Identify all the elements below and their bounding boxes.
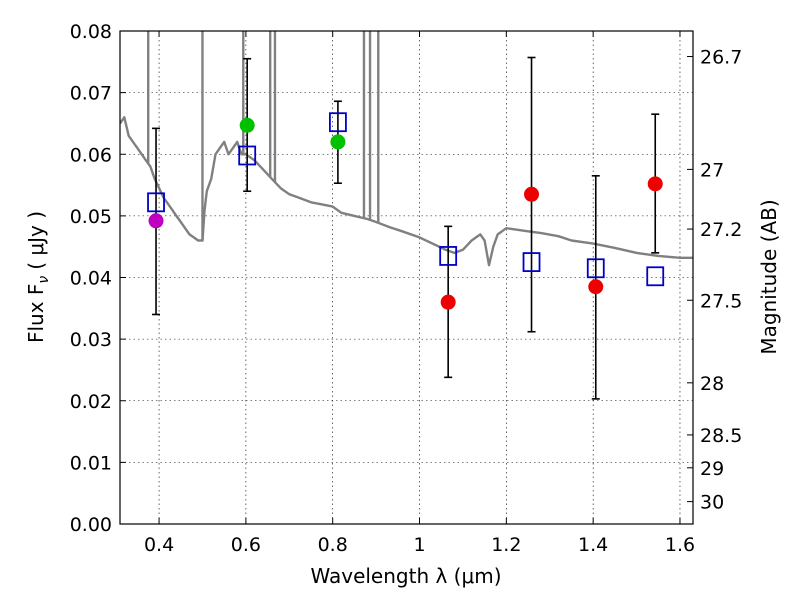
y-tick-label: 0.01	[70, 452, 112, 474]
y-axis-title-subscript: ν	[36, 276, 52, 284]
observed-point	[148, 213, 164, 229]
model-point	[439, 246, 458, 266]
y-tick-label: 0.07	[70, 83, 112, 105]
x-axis: 0.4 0.6 0.8 1 1.2 1.4 1.6	[144, 31, 695, 556]
y-axis-title: Flux Fν ( μJy )	[24, 211, 52, 343]
model-point	[238, 145, 257, 166]
y-tick-label: 0.02	[70, 391, 112, 413]
y-axis: 0.00 0.01 0.02 0.03 0.04 0.05 0.06 0.07 0.08	[70, 21, 126, 536]
observed-point	[588, 279, 604, 295]
y-tick-label: 0.05	[70, 206, 112, 228]
observed-point	[239, 117, 255, 133]
spectrum-line	[120, 116, 693, 267]
magnitude-axis-title: Magnitude (AB)	[757, 199, 781, 354]
magnitude-axis: 26.7 27 27.2 27.5 28 28.5 29 30	[687, 47, 742, 514]
observed-point	[647, 176, 663, 192]
y-axis-title-main: Flux F	[24, 284, 48, 343]
y-tick-label: 0.06	[70, 144, 112, 166]
magnitude-tick-label: 26.7	[700, 47, 742, 69]
x-tick-label: 0.6	[231, 534, 261, 556]
x-tick-label: 1	[413, 534, 425, 556]
y-tick-label: 0.08	[70, 21, 112, 43]
x-tick-label: 1.6	[665, 534, 695, 556]
magnitude-tick-label: 28.5	[700, 425, 742, 447]
x-tick-label: 1.2	[491, 534, 521, 556]
model-point	[329, 112, 347, 133]
magnitude-tick-label: 27	[700, 159, 724, 181]
x-tick-label: 1.4	[578, 534, 608, 556]
data-markers	[147, 112, 665, 310]
spectrum-layer	[120, 31, 693, 267]
y-axis-title-unit: ( μJy )	[24, 211, 48, 270]
model-point	[646, 266, 665, 287]
magnitude-tick-label: 27.2	[700, 219, 742, 241]
observed-point	[330, 134, 346, 150]
observed-point	[440, 294, 456, 310]
y-tick-label: 0.03	[70, 329, 112, 351]
model-point	[522, 252, 541, 272]
magnitude-tick-label: 29	[700, 458, 724, 480]
model-point	[147, 192, 165, 213]
observed-point	[524, 186, 540, 202]
y-tick-label: 0.04	[70, 268, 112, 290]
magnitude-tick-label: 30	[700, 492, 724, 514]
model-point	[586, 258, 605, 279]
magnitude-tick-label: 28	[700, 373, 724, 395]
y-tick-label: 0.00	[70, 514, 112, 536]
x-tick-label: 0.4	[144, 534, 174, 556]
magnitude-tick-label: 27.5	[700, 290, 742, 312]
x-tick-label: 0.8	[318, 534, 348, 556]
x-axis-title: Wavelength λ (μm)	[310, 564, 501, 588]
